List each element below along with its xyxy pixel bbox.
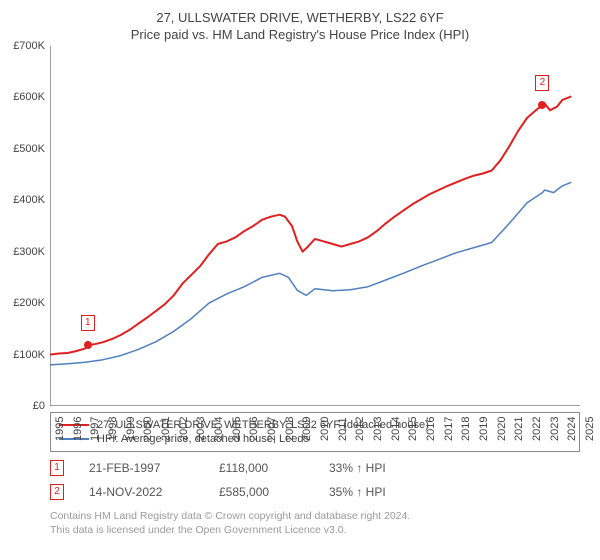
- x-axis-label: 2008: [284, 417, 296, 441]
- y-axis-label: £0: [33, 400, 45, 412]
- attribution: Contains HM Land Registry data © Crown c…: [50, 510, 580, 537]
- sale-date: 14-NOV-2022: [89, 485, 219, 499]
- x-axis-label: 2006: [248, 417, 260, 441]
- chart-title-desc: Price paid vs. HM Land Registry's House …: [0, 25, 600, 46]
- y-axis-label: £200K: [13, 297, 45, 309]
- sale-date: 21-FEB-1997: [89, 461, 219, 475]
- x-axis-label: 2015: [407, 417, 419, 441]
- x-axis-label: 2018: [460, 417, 472, 441]
- x-axis-label: 1997: [89, 417, 101, 441]
- x-axis-label: 2021: [513, 417, 525, 441]
- x-axis-label: 2000: [142, 417, 154, 441]
- x-axis-label: 1996: [72, 417, 84, 441]
- y-axis-label: £300K: [13, 246, 45, 258]
- sale-marker: 1: [81, 315, 95, 331]
- x-axis-label: 2011: [337, 417, 349, 441]
- x-axis-label: 2010: [319, 417, 331, 441]
- sale-point: [538, 101, 546, 109]
- chart-svg: [50, 46, 580, 406]
- x-axis-label: 2007: [266, 417, 278, 441]
- x-axis-label: 2020: [496, 417, 508, 441]
- sale-point: [84, 341, 92, 349]
- x-axis-label: 2012: [354, 417, 366, 441]
- x-axis-label: 2003: [195, 417, 207, 441]
- x-axis-label: 2001: [160, 417, 172, 441]
- x-axis-label: 2016: [425, 417, 437, 441]
- x-axis-label: 1995: [54, 417, 66, 441]
- x-axis-label: 2005: [231, 417, 243, 441]
- y-axis-label: £600K: [13, 91, 45, 103]
- sales-list: 1 21-FEB-1997£118,00033% ↑ HPI 2 14-NOV-202…: [50, 460, 580, 500]
- y-axis-label: £400K: [13, 194, 45, 206]
- x-axis-label: 2023: [549, 417, 561, 441]
- sale-row: 2 14-NOV-2022£585,00035% ↑ HPI: [50, 484, 580, 500]
- x-axis-label: 2024: [566, 417, 578, 441]
- x-axis-label: 2019: [478, 417, 490, 441]
- x-axis-label: 2002: [178, 417, 190, 441]
- y-axis-label: £100K: [13, 349, 45, 361]
- sale-index-box: 1: [50, 460, 64, 476]
- chart-title-address: 27, ULLSWATER DRIVE, WETHERBY, LS22 6YF: [0, 0, 600, 25]
- sale-delta: 33% ↑ HPI: [329, 461, 386, 475]
- sale-marker: 2: [535, 75, 549, 91]
- x-axis-label: 2004: [213, 417, 225, 441]
- x-axis-label: 2025: [584, 417, 596, 441]
- y-axis-label: £700K: [13, 40, 45, 52]
- attribution-line2: This data is licensed under the Open Gov…: [50, 524, 580, 538]
- sale-index-box: 2: [50, 484, 64, 500]
- x-axis-label: 2022: [531, 417, 543, 441]
- price-chart: £0£100K£200K£300K£400K£500K£600K£700K199…: [50, 46, 580, 406]
- attribution-line1: Contains HM Land Registry data © Crown c…: [50, 510, 580, 524]
- x-axis-label: 2014: [390, 417, 402, 441]
- sale-row: 1 21-FEB-1997£118,00033% ↑ HPI: [50, 460, 580, 476]
- x-axis-label: 2009: [301, 417, 313, 441]
- x-axis-label: 1999: [125, 417, 137, 441]
- x-axis-label: 1998: [107, 417, 119, 441]
- sale-delta: 35% ↑ HPI: [329, 485, 386, 499]
- y-axis-label: £500K: [13, 143, 45, 155]
- sale-price: £585,000: [219, 485, 329, 499]
- sale-price: £118,000: [219, 461, 329, 475]
- x-axis-label: 2013: [372, 417, 384, 441]
- x-axis-label: 2017: [443, 417, 455, 441]
